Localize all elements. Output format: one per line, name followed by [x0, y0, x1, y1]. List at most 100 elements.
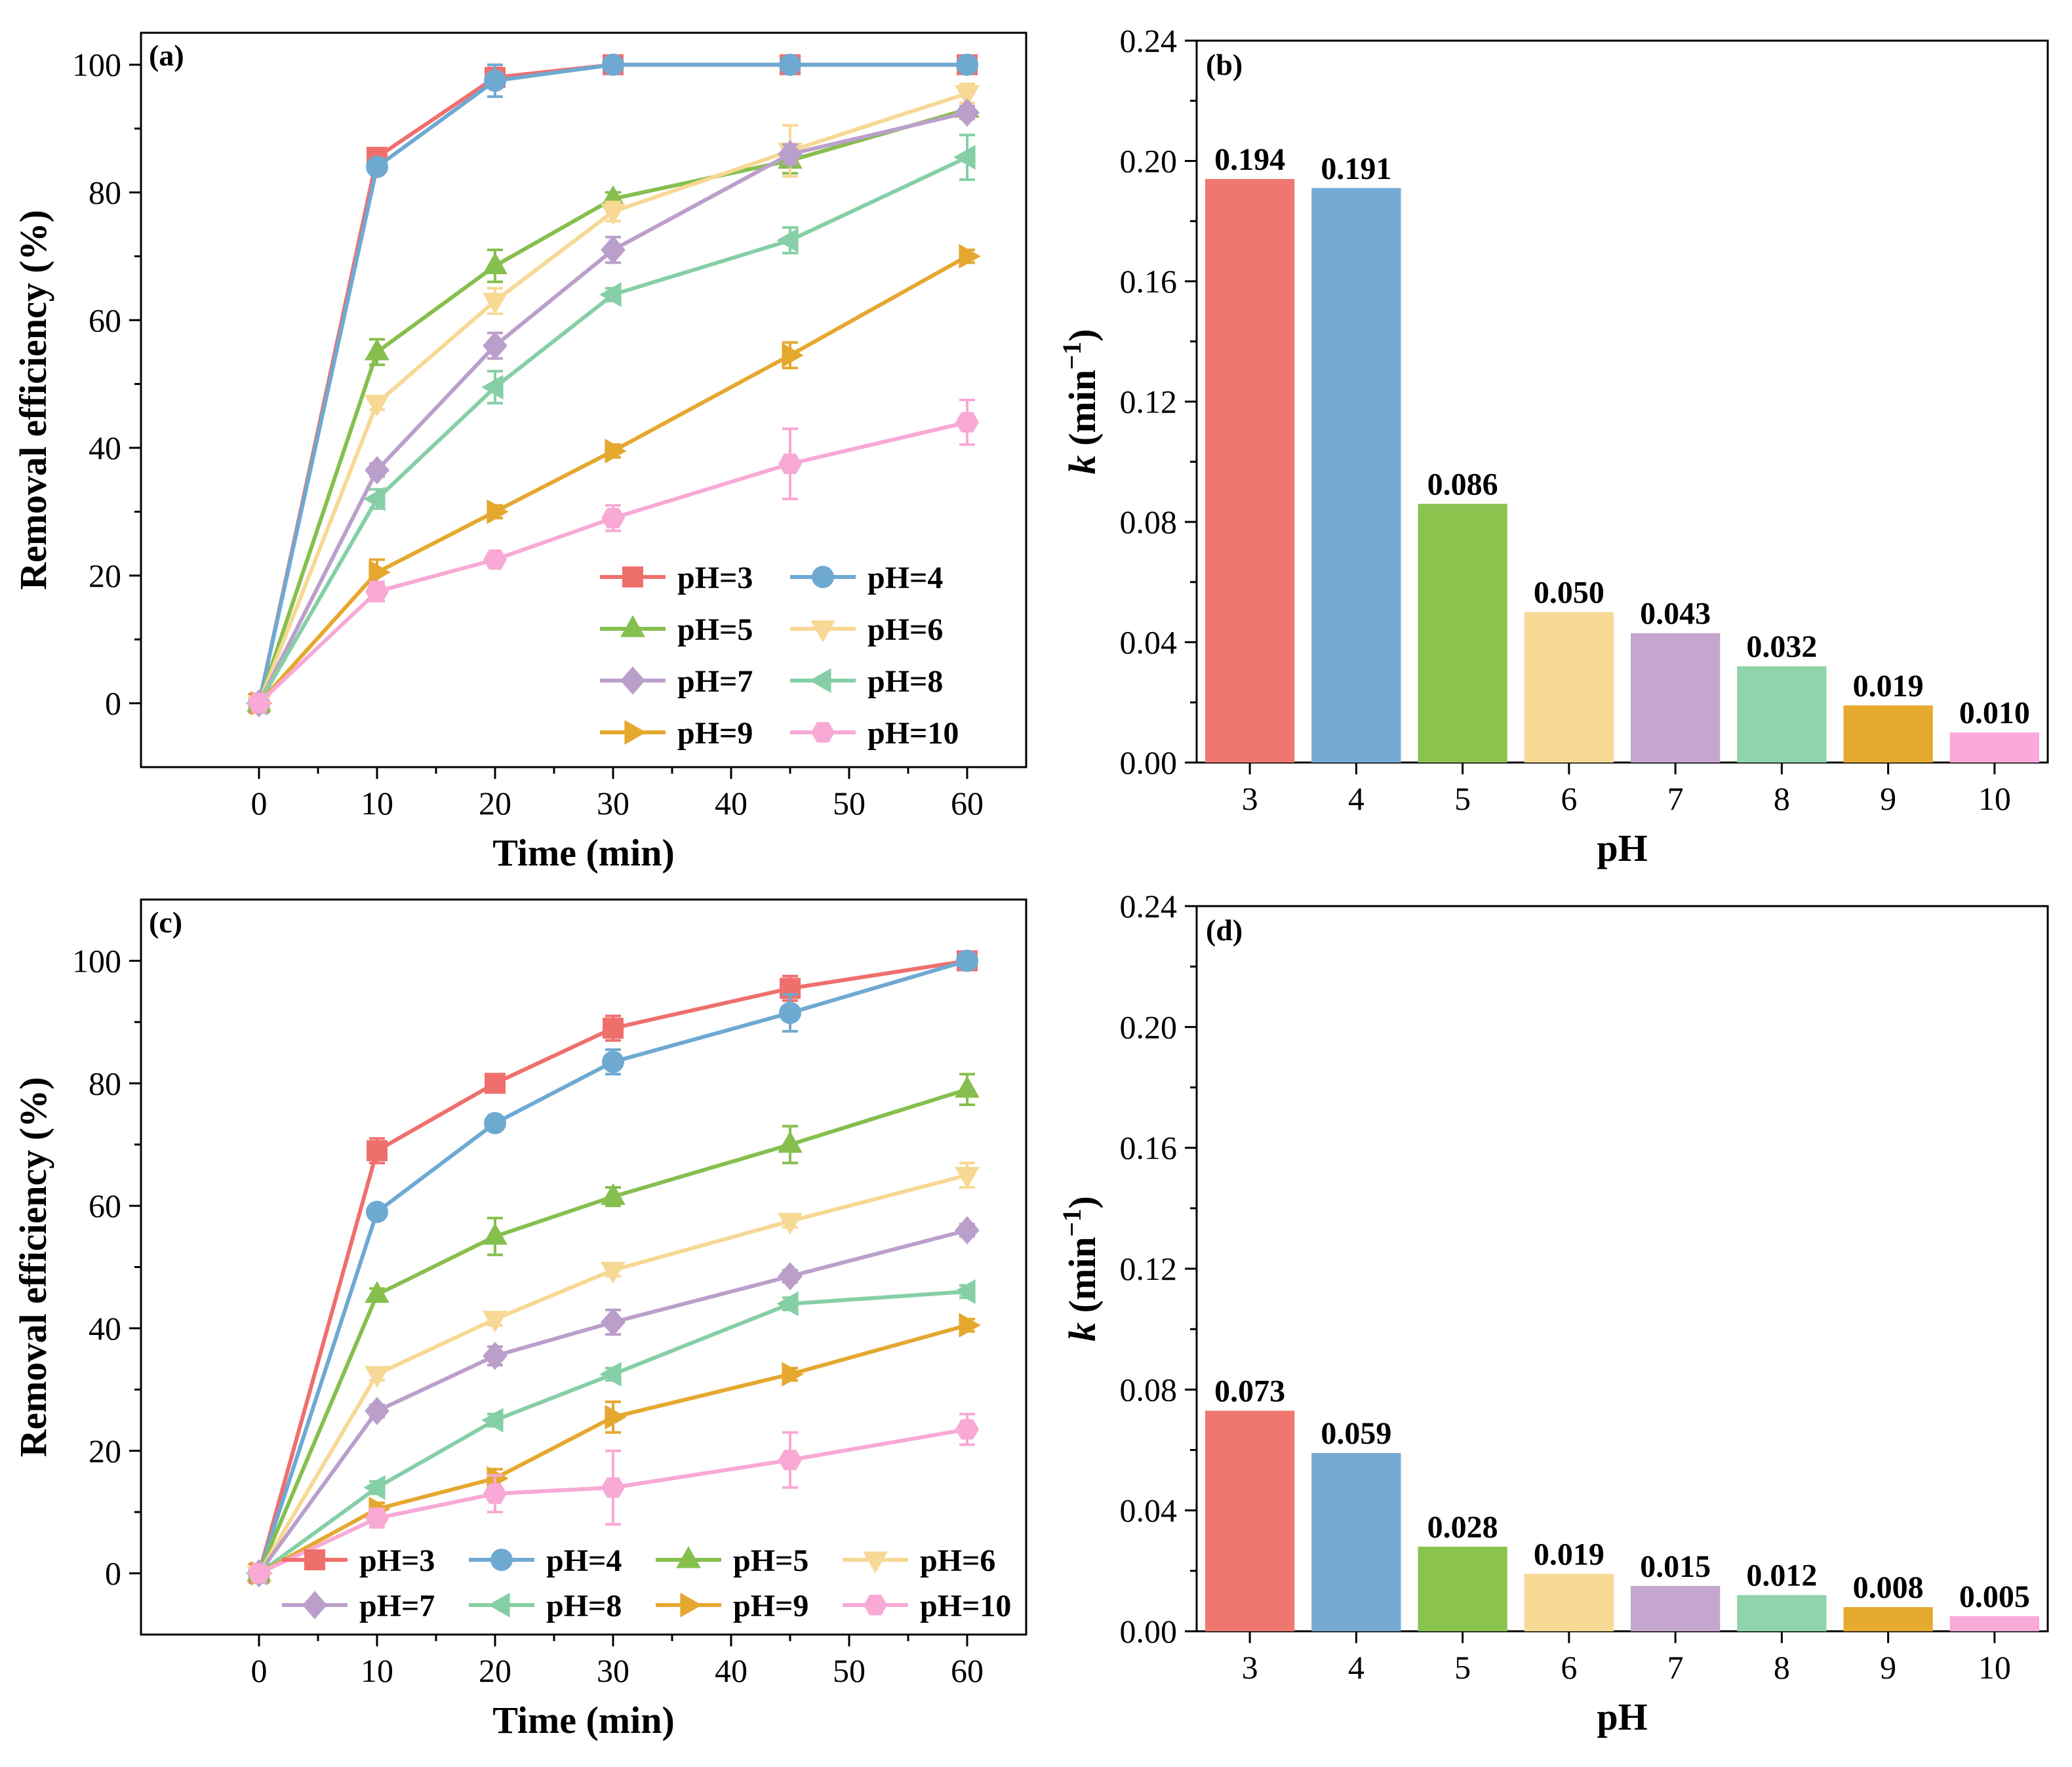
- data-point: [483, 1483, 507, 1504]
- legend-marker: [810, 620, 835, 643]
- x-axis-title: pH: [1597, 827, 1647, 869]
- x-tick-label: 6: [1561, 1649, 1577, 1686]
- panel-label: (a): [149, 39, 184, 72]
- y-tick-label: 40: [89, 429, 121, 466]
- data-point: [782, 1362, 804, 1387]
- data-point: [602, 1050, 624, 1073]
- legend-item: pH=6: [790, 612, 943, 647]
- data-point: [601, 1307, 626, 1337]
- legend-marker: [304, 1549, 325, 1570]
- legend-marker: [622, 566, 643, 587]
- x-tick-label: 60: [951, 785, 984, 822]
- bar-value-label: 0.043: [1640, 597, 1711, 631]
- y-tick-label: 20: [89, 1433, 121, 1469]
- data-point: [484, 1111, 506, 1134]
- x-tick-label: 10: [361, 785, 393, 822]
- panel-label: (d): [1206, 913, 1243, 947]
- data-point: [365, 581, 389, 602]
- series-line: [257, 959, 968, 1574]
- data-point: [367, 1140, 388, 1162]
- data-point: [778, 1261, 803, 1291]
- series-line: [257, 107, 968, 704]
- bar-value-label: 0.050: [1534, 576, 1604, 610]
- y-tick-label: 0.00: [1120, 744, 1178, 781]
- data-point: [776, 1291, 799, 1317]
- panel-a: 0 10 20 30 40 50 60 0 20 40 60 80 100 Time (min) Remov…: [12, 31, 1027, 874]
- data-point: [956, 53, 978, 76]
- data-point: [365, 1366, 389, 1388]
- data-point: [601, 235, 626, 264]
- data-point: [483, 1311, 508, 1333]
- data-point: [483, 1341, 508, 1370]
- data-point: [955, 1216, 980, 1245]
- series-line: [258, 1289, 968, 1576]
- y-tick-label: 0.20: [1120, 143, 1178, 180]
- series-pH-10: [247, 399, 979, 714]
- legend-item: pH=9: [600, 716, 753, 751]
- y-tick-label: 0.24: [1120, 22, 1178, 59]
- data-point: [605, 1404, 627, 1430]
- bar: [1949, 732, 2040, 763]
- x-tick-label: 50: [833, 1652, 866, 1689]
- x-axis-title: Time (min): [492, 1699, 675, 1741]
- data-point: [369, 560, 391, 585]
- x-tick-label: 30: [597, 785, 629, 822]
- data-point: [365, 1507, 389, 1529]
- bar: [1311, 188, 1401, 763]
- y-tick-label: 100: [72, 942, 121, 979]
- data-point: [247, 1562, 271, 1584]
- series-line: [258, 1427, 968, 1576]
- legend-marker: [812, 566, 834, 588]
- data-point: [485, 1073, 506, 1094]
- series-line: [257, 110, 968, 704]
- x-tick-label: 4: [1348, 780, 1365, 817]
- legend: pH=3 pH=4 pH=5 pH=6 pH=7 pH=8 pH=9 pH=10: [600, 561, 959, 751]
- bar: [1311, 1453, 1401, 1631]
- legend-marker: [620, 615, 645, 637]
- y-tick-label: 60: [89, 302, 121, 338]
- bar: [1949, 1616, 2040, 1631]
- y-tick-label: 0.04: [1120, 624, 1178, 661]
- series-pH-8: [245, 133, 976, 716]
- legend-marker: [809, 668, 831, 693]
- series-line: [257, 62, 967, 704]
- y-tick-label: 80: [89, 1065, 121, 1102]
- legend-label: pH=8: [867, 664, 943, 699]
- bar: [1843, 705, 1933, 763]
- legend-marker: [864, 1595, 887, 1616]
- data-point: [955, 1075, 980, 1098]
- y-tick-label: 0.16: [1120, 1130, 1178, 1166]
- bar: [1630, 1585, 1721, 1631]
- bar: [1418, 1546, 1507, 1631]
- data-point: [484, 69, 506, 92]
- legend-label: pH=8: [546, 1589, 622, 1623]
- y-tick-label: 60: [89, 1187, 121, 1224]
- y-tick-label: 0.16: [1120, 263, 1178, 300]
- data-point: [601, 203, 626, 226]
- series-pH-10: [247, 1412, 979, 1584]
- data-point: [365, 456, 389, 485]
- series-line: [257, 420, 968, 705]
- legend-item: pH=9: [656, 1589, 808, 1623]
- legend-item: pH=8: [469, 1589, 622, 1623]
- data-point: [603, 1018, 624, 1039]
- data-point: [365, 338, 389, 361]
- data-point: [955, 412, 979, 433]
- data-point: [363, 1475, 386, 1500]
- data-point: [959, 243, 981, 269]
- series-line: [257, 155, 968, 705]
- x-tick-label: 3: [1242, 780, 1258, 817]
- data-point: [776, 228, 799, 253]
- y-axis-title-exponent: −1: [1057, 342, 1086, 370]
- data-point: [483, 292, 508, 315]
- data-point: [955, 1419, 979, 1440]
- legend-label: pH=10: [867, 716, 959, 751]
- x-tick-label: 60: [951, 1652, 984, 1689]
- legend-marker: [863, 1551, 888, 1574]
- data-point: [953, 145, 976, 170]
- legend-label: pH=3: [677, 561, 753, 595]
- legend-item: pH=5: [656, 1543, 808, 1578]
- data-point: [782, 342, 804, 368]
- bar-value-label: 0.032: [1746, 629, 1817, 664]
- x-tick-label: 40: [715, 785, 747, 822]
